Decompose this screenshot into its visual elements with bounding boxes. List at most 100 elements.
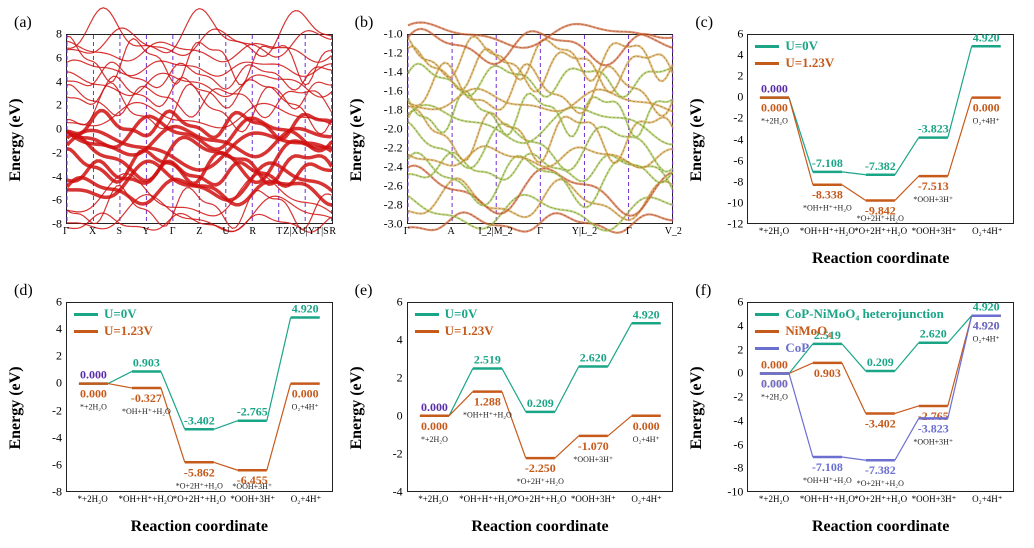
svg-text:-5.862: -5.862 (184, 465, 215, 479)
legend-f: CoP-NiMoO₄ heterojunctionNiMoO₄CoP (755, 306, 944, 357)
svg-text:O₂+4H⁺: O₂+4H⁺ (632, 435, 659, 444)
panel-f: (f) Energy (eV) -10-8-6-4-20246 0.0002.5… (691, 278, 1024, 538)
svg-text:*OH+H⁺+H₂O: *OH+H⁺+H₂O (803, 476, 852, 485)
svg-text:0.000: 0.000 (421, 400, 448, 414)
panel-label-e: (e) (355, 282, 373, 300)
panel-label-a: (a) (14, 14, 32, 32)
plot-b (407, 34, 674, 224)
xticks-d: *+2H₂O*OH+H⁺+H₂O*O+2H⁺+H₂O*OOH+3H⁺O₂+4H⁺ (66, 494, 333, 512)
legend-swatch (755, 45, 779, 48)
legend-swatch (755, 313, 779, 316)
svg-text:*OOH+3H⁺: *OOH+3H⁺ (914, 195, 954, 204)
svg-text:*OOH+3H⁺: *OOH+3H⁺ (573, 455, 613, 464)
panel-label-c: (c) (695, 14, 713, 32)
yticks-e: -4-20246 (381, 302, 403, 492)
svg-text:*OH+H⁺+H₂O: *OH+H⁺+H₂O (122, 407, 171, 416)
svg-text:4.920: 4.920 (292, 301, 319, 315)
svg-text:0.209: 0.209 (867, 355, 894, 369)
xlabel-d: Reaction coordinate (66, 518, 333, 536)
svg-text:-3.823: -3.823 (918, 421, 949, 435)
svg-text:0.209: 0.209 (527, 396, 554, 410)
svg-text:0.000: 0.000 (80, 387, 107, 401)
svg-text:-2.250: -2.250 (525, 461, 556, 475)
legend-text: U=0V (785, 38, 818, 55)
svg-text:0.000: 0.000 (632, 419, 659, 433)
svg-text:0.000: 0.000 (761, 376, 788, 390)
svg-text:-7.382: -7.382 (865, 159, 896, 173)
svg-text:0.000: 0.000 (761, 357, 788, 371)
svg-text:*+2H₂O: *+2H₂O (761, 117, 788, 126)
panel-b: (b) Energy (eV) -3.0-2.8-2.6-2.4-2.2-2.0… (351, 10, 684, 270)
panel-label-b: (b) (355, 14, 374, 32)
plot-a (66, 34, 333, 224)
xticks-a: ΓXSYΓZURTZ|XU|YT|SR (66, 226, 333, 244)
legend-swatch (755, 62, 779, 65)
legend-swatch (74, 313, 98, 316)
legend-text: NiMoO₄ (785, 323, 831, 340)
svg-text:1.288: 1.288 (474, 395, 501, 409)
legend-swatch (415, 330, 439, 333)
legend-text: U=1.23V (445, 323, 494, 340)
yticks-f: -10-8-6-4-20246 (721, 302, 743, 492)
ylabel-c: Energy (eV) (688, 40, 706, 240)
svg-text:O₂+4H⁺: O₂+4H⁺ (973, 117, 1000, 126)
svg-text:-1.070: -1.070 (577, 439, 608, 453)
yticks-c: -12-10-8-6-4-20246 (721, 34, 743, 224)
svg-text:4.920: 4.920 (973, 30, 1000, 44)
svg-text:*+2H₂O: *+2H₂O (421, 435, 448, 444)
legend-text: U=0V (104, 306, 137, 323)
ylabel-d: Energy (eV) (7, 308, 25, 508)
panel-c: (c) Energy (eV) -12-10-8-6-4-20246 0.000… (691, 10, 1024, 270)
svg-text:-7.108: -7.108 (812, 156, 843, 170)
svg-text:*+2H₂O: *+2H₂O (761, 392, 788, 401)
legend-swatch (755, 330, 779, 333)
svg-text:O₂+4H⁺: O₂+4H⁺ (973, 335, 1000, 344)
svg-text:*O+2H⁺+H₂O: *O+2H⁺+H₂O (857, 479, 904, 488)
svg-text:*OOH+3H⁺: *OOH+3H⁺ (914, 437, 954, 446)
svg-text:0.000: 0.000 (421, 419, 448, 433)
svg-text:0.000: 0.000 (761, 82, 788, 96)
svg-text:0.000: 0.000 (80, 368, 107, 382)
svg-text:O₂+4H⁺: O₂+4H⁺ (292, 403, 319, 412)
svg-text:*+2H₂O: *+2H₂O (80, 403, 107, 412)
legend-text: U=1.23V (104, 323, 153, 340)
svg-text:0.903: 0.903 (814, 366, 841, 380)
legend-c: U=0VU=1.23V (755, 38, 834, 72)
panel-e: (e) Energy (eV) -4-20246 0.0002.5190.209… (351, 278, 684, 538)
svg-text:-3.823: -3.823 (918, 122, 949, 136)
svg-text:*O+2H⁺+H₂O: *O+2H⁺+H₂O (516, 477, 563, 486)
legend-text: U=1.23V (785, 55, 834, 72)
svg-text:-7.108: -7.108 (812, 460, 843, 474)
svg-text:0.000: 0.000 (761, 101, 788, 115)
svg-text:*OOH+3H⁺: *OOH+3H⁺ (232, 482, 272, 491)
svg-text:0.903: 0.903 (133, 355, 160, 369)
svg-text:0.000: 0.000 (292, 387, 319, 401)
svg-text:-7.513: -7.513 (918, 179, 949, 193)
legend-d: U=0VU=1.23V (74, 306, 153, 340)
legend-text: CoP-NiMoO₄ heterojunction (785, 306, 944, 323)
legend-swatch (755, 347, 779, 350)
legend-swatch (415, 313, 439, 316)
panel-label-f: (f) (695, 282, 711, 300)
panel-label-d: (d) (14, 282, 33, 300)
panel-a: (a) Energy (eV) -8-6-4-202468 ΓXSYΓZURTZ… (10, 10, 343, 270)
legend-e: U=0VU=1.23V (415, 306, 494, 340)
svg-text:*OH+H⁺+H₂O: *OH+H⁺+H₂O (463, 411, 512, 420)
xticks-c: *+2H₂O*OH+H⁺+H₂O*O+2H⁺+H₂O*OOH+3H⁺O₂+4H⁺ (747, 226, 1014, 244)
svg-text:2.519: 2.519 (474, 352, 501, 366)
svg-text:-7.382: -7.382 (865, 463, 896, 477)
svg-text:-2.765: -2.765 (237, 405, 268, 419)
ylabel-b: Energy (eV) (348, 40, 366, 240)
xlabel-f: Reaction coordinate (747, 518, 1014, 536)
svg-text:*O+2H⁺+H₂O: *O+2H⁺+H₂O (176, 481, 223, 490)
svg-text:4.920: 4.920 (973, 300, 1000, 314)
figure-grid: (a) Energy (eV) -8-6-4-202468 ΓXSYΓZURTZ… (10, 10, 1024, 538)
xlabel-c: Reaction coordinate (747, 250, 1014, 268)
svg-text:-3.402: -3.402 (184, 413, 215, 427)
yticks-b: -3.0-2.8-2.6-2.4-2.2-2.0-1.8-1.6-1.4-1.2… (381, 34, 403, 224)
panel-d: (d) Energy (eV) -8-6-4-20246 0.0000.903-… (10, 278, 343, 538)
svg-text:*O+2H⁺+H₂O: *O+2H⁺+H₂O (857, 214, 904, 223)
xticks-f: *+2H₂O*OH+H⁺+H₂O*O+2H⁺+H₂O*OOH+3H⁺O₂+4H⁺ (747, 494, 1014, 512)
legend-swatch (74, 330, 98, 333)
svg-text:4.920: 4.920 (973, 319, 1000, 333)
